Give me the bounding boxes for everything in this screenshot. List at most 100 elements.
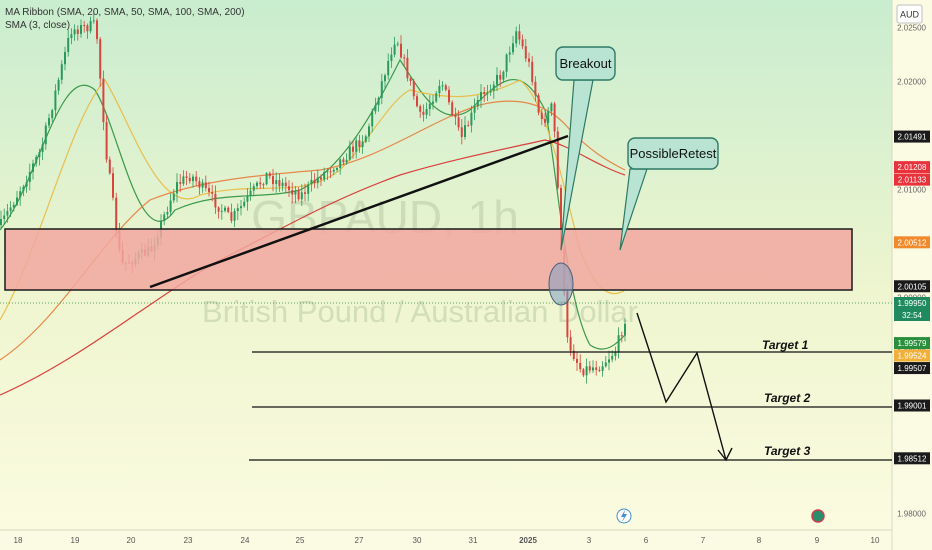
- candle-body: [166, 212, 169, 215]
- price-badge-label: 1.99950: [898, 299, 927, 308]
- candle-body: [208, 188, 210, 193]
- earnings-event-icon[interactable]: [811, 509, 825, 523]
- breakout-label: Breakout: [559, 56, 611, 71]
- candle-body: [92, 20, 95, 22]
- candle-body: [236, 208, 239, 211]
- price-badge-label: 2.01491: [898, 133, 927, 142]
- candle-body: [240, 206, 242, 209]
- price-badge-countdown: 32:54: [902, 311, 923, 320]
- candle-body: [35, 156, 38, 164]
- candle-body: [537, 95, 540, 113]
- candle-body: [448, 89, 450, 103]
- candle-body: [374, 105, 377, 112]
- candle-body: [518, 31, 521, 40]
- candle-body: [502, 71, 505, 80]
- price-badge: [894, 236, 930, 249]
- x-tick-label: 18: [14, 536, 23, 545]
- candle-body: [489, 91, 492, 93]
- candle-body: [214, 193, 217, 208]
- candle-body: [560, 187, 562, 250]
- candle-body: [291, 190, 294, 195]
- price-badge: [894, 337, 930, 350]
- support-zone[interactable]: [4, 228, 853, 291]
- legend-sma[interactable]: SMA (3, close): [5, 20, 71, 31]
- candle-body: [451, 102, 454, 116]
- candle-body: [348, 146, 351, 160]
- candles: [0, 11, 626, 384]
- candle-body: [70, 34, 73, 38]
- projection-path[interactable]: [636, 312, 727, 461]
- candle-body: [217, 207, 220, 212]
- candle-body: [326, 171, 329, 173]
- candle-body: [211, 192, 214, 194]
- candle-body: [288, 186, 290, 191]
- candle-body: [425, 108, 428, 115]
- candle-body: [515, 31, 518, 44]
- retest-label: PossibleRetest: [630, 146, 717, 161]
- candle-body: [275, 180, 278, 185]
- candle-body: [227, 207, 230, 213]
- candle-body: [12, 204, 15, 208]
- candle-body: [67, 37, 70, 52]
- price-badge: [894, 280, 930, 293]
- candle-body: [163, 214, 166, 221]
- candle-body: [390, 54, 393, 62]
- candle-body: [57, 79, 60, 91]
- price-badge: [894, 362, 930, 375]
- retest-callout[interactable]: [627, 137, 719, 170]
- candle-body: [361, 141, 364, 148]
- candle-body: [377, 97, 380, 106]
- indicator-legend: MA Ribbon (SMA, 20, SMA, 50, SMA, 100, S…: [5, 6, 245, 32]
- candle-body: [9, 207, 12, 211]
- candle-body: [550, 103, 553, 112]
- candle-body: [582, 369, 585, 376]
- candle-body: [80, 25, 82, 34]
- price-badge-label: 2.00512: [898, 238, 927, 247]
- candle-body: [342, 159, 345, 163]
- candle-body: [579, 362, 582, 370]
- candle-body: [556, 131, 559, 188]
- candle-body: [304, 192, 306, 194]
- y-tick-label: 2.02500: [897, 24, 926, 33]
- candle-body: [585, 366, 588, 376]
- price-badge-label: 1.99507: [898, 364, 927, 373]
- candle-body: [19, 191, 22, 198]
- price-badge-label: 2.01133: [898, 176, 927, 185]
- candle-body: [572, 350, 575, 359]
- candle-body: [384, 75, 386, 82]
- candle-body: [112, 173, 114, 198]
- candle-body: [48, 118, 50, 126]
- candle-body: [524, 46, 527, 59]
- candle-body: [480, 92, 482, 101]
- candle-body: [553, 103, 556, 132]
- x-tick-label: 3: [587, 536, 592, 545]
- candle-body: [204, 182, 207, 189]
- breakout-marker[interactable]: [548, 262, 574, 306]
- price-badge-label: 1.99524: [898, 352, 927, 361]
- x-tick-label: 2025: [519, 536, 537, 545]
- candle-body: [358, 140, 361, 148]
- candle-body: [588, 366, 591, 371]
- candle-body: [496, 74, 498, 85]
- price-badge: [894, 161, 930, 174]
- legend-ma-ribbon[interactable]: MA Ribbon (SMA, 20, SMA, 50, SMA, 100, S…: [5, 7, 245, 18]
- trendline[interactable]: [149, 134, 569, 289]
- candle-body: [435, 93, 438, 102]
- breakout-callout[interactable]: [555, 46, 616, 81]
- candle-body: [281, 182, 284, 187]
- time-axis-panel: [0, 530, 892, 550]
- candle-body: [108, 159, 111, 174]
- x-tick-label: 6: [644, 536, 649, 545]
- candle-body: [428, 103, 431, 109]
- candle-body: [483, 92, 486, 94]
- candle-body: [400, 43, 402, 58]
- x-tick-label: 19: [71, 536, 80, 545]
- candle-body: [473, 106, 476, 113]
- candle-body: [28, 171, 31, 183]
- candle-body: [512, 43, 514, 53]
- currency-button[interactable]: [896, 4, 923, 24]
- candle-body: [534, 81, 537, 96]
- price-badges: 2.01491 2.01208 2.01133 2.00512 2.00105 1.999…: [894, 130, 930, 465]
- y-tick-label: 2.01000: [897, 186, 926, 195]
